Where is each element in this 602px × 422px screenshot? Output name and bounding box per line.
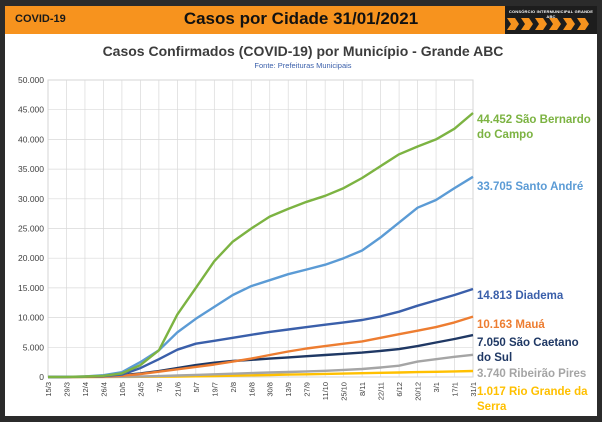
x-tick-label: 19/7 (210, 382, 219, 397)
end-label-line: do Sul (477, 352, 512, 364)
end-label-line: do Campo (477, 129, 533, 141)
x-tick-label: 20/12 (414, 382, 423, 401)
x-tick-label: 10/5 (118, 382, 127, 397)
chart-title: Casos Confirmados (COVID-19) por Municíp… (103, 43, 504, 59)
x-tick-label: 15/3 (44, 382, 53, 397)
x-tick-label: 16/8 (247, 382, 256, 397)
x-tick-label: 30/8 (266, 382, 275, 397)
brand-text: CONSÓRCIO INTERMUNICIPAL GRANDE ABC (508, 9, 594, 19)
end-label-sao_bernardo: 44.452 São Bernardo do Campo (477, 114, 591, 141)
y-tick-label: 10.000 (18, 313, 44, 323)
x-tick-label: 5/7 (192, 382, 201, 392)
chart-subtitle: Fonte: Prefeituras Municipais (254, 61, 351, 70)
line-chart: Casos Confirmados (COVID-19) por Municíp… (18, 43, 591, 413)
y-tick-label: 15.000 (18, 283, 44, 293)
end-label-ribeirao_pires: 3.740 Ribeirão Pires (477, 368, 586, 380)
x-tick-label: 17/1 (451, 382, 460, 397)
x-tick-label: 22/11 (377, 382, 386, 400)
x-tick-label: 8/11 (358, 382, 367, 396)
y-tick-label: 5.000 (23, 342, 45, 352)
end-label-rio_grande: 1.017 Rio Grande da Serra (477, 386, 588, 413)
x-tick-label: 3/1 (432, 382, 441, 392)
x-axis: 15/3 29/3 12/4 26/4 10/5 24/5 7/6 21/6 5/7 19/7 2/… (44, 382, 478, 401)
y-tick-label: 30.000 (18, 194, 44, 204)
y-tick-label: 50.000 (18, 75, 44, 85)
x-tick-label: 21/6 (173, 382, 182, 397)
consortium-logo: CONSÓRCIO INTERMUNICIPAL GRANDE ABC (505, 6, 597, 34)
header-bar: COVID-19 Casos por Cidade 31/01/2021 CON… (5, 6, 597, 34)
series-line-sao_bernardo (47, 112, 474, 379)
grid (47, 79, 474, 378)
x-tick-label: 24/5 (136, 382, 145, 397)
end-label-line: 14.813 Diadema (477, 290, 564, 302)
x-tick-label: 11/10 (321, 382, 330, 400)
end-label-sao_caetano: 7.050 São Caetano do Sul (477, 337, 579, 364)
x-tick-label: 2/8 (229, 382, 238, 392)
end-label-line: 3.740 Ribeirão Pires (477, 368, 586, 380)
end-label-diadema: 14.813 Diadema (477, 290, 564, 302)
end-labels: 44.452 São Bernardo do Campo 33.705 Santo … (477, 114, 591, 413)
end-label-line: 44.452 São Bernardo (477, 114, 591, 126)
y-tick-label: 35.000 (18, 164, 44, 174)
end-label-line: 33.705 Santo André (477, 181, 583, 193)
series-lines (47, 112, 474, 379)
end-label-maua: 10.163 Mauá (477, 319, 545, 331)
x-tick-label: 25/10 (340, 382, 349, 401)
y-tick-label: 0 (39, 372, 44, 382)
x-tick-label: 13/9 (284, 382, 293, 397)
y-tick-label: 20.000 (18, 253, 44, 263)
end-label-line: 10.163 Mauá (477, 319, 545, 331)
y-tick-label: 25.000 (18, 224, 44, 234)
x-tick-label: 6/12 (395, 382, 404, 397)
y-tick-label: 40.000 (18, 134, 44, 144)
x-tick-label: 12/4 (81, 382, 90, 397)
x-tick-label: 29/3 (62, 382, 71, 397)
x-tick-label: 27/9 (303, 382, 312, 397)
x-tick-label: 26/4 (99, 382, 108, 397)
chevrons-icon (507, 18, 589, 30)
header-title: Casos por Cidade 31/01/2021 (183, 9, 419, 28)
y-axis: 0 5.000 10.000 15.000 20.000 25.000 30.000 35.0… (18, 75, 44, 382)
end-label-line: 7.050 São Caetano (477, 337, 579, 349)
y-tick-label: 45.000 (18, 105, 44, 115)
end-label-line: Serra (477, 401, 507, 413)
end-label-line: 1.017 Rio Grande da (477, 386, 588, 398)
end-label-santo_andre: 33.705 Santo André (477, 181, 583, 193)
x-tick-label: 7/6 (155, 382, 164, 392)
chart-frame: COVID-19 Casos por Cidade 31/01/2021 CON… (5, 6, 597, 416)
x-tick-label: 31/1 (469, 382, 478, 397)
header-label: COVID-19 (15, 13, 66, 25)
